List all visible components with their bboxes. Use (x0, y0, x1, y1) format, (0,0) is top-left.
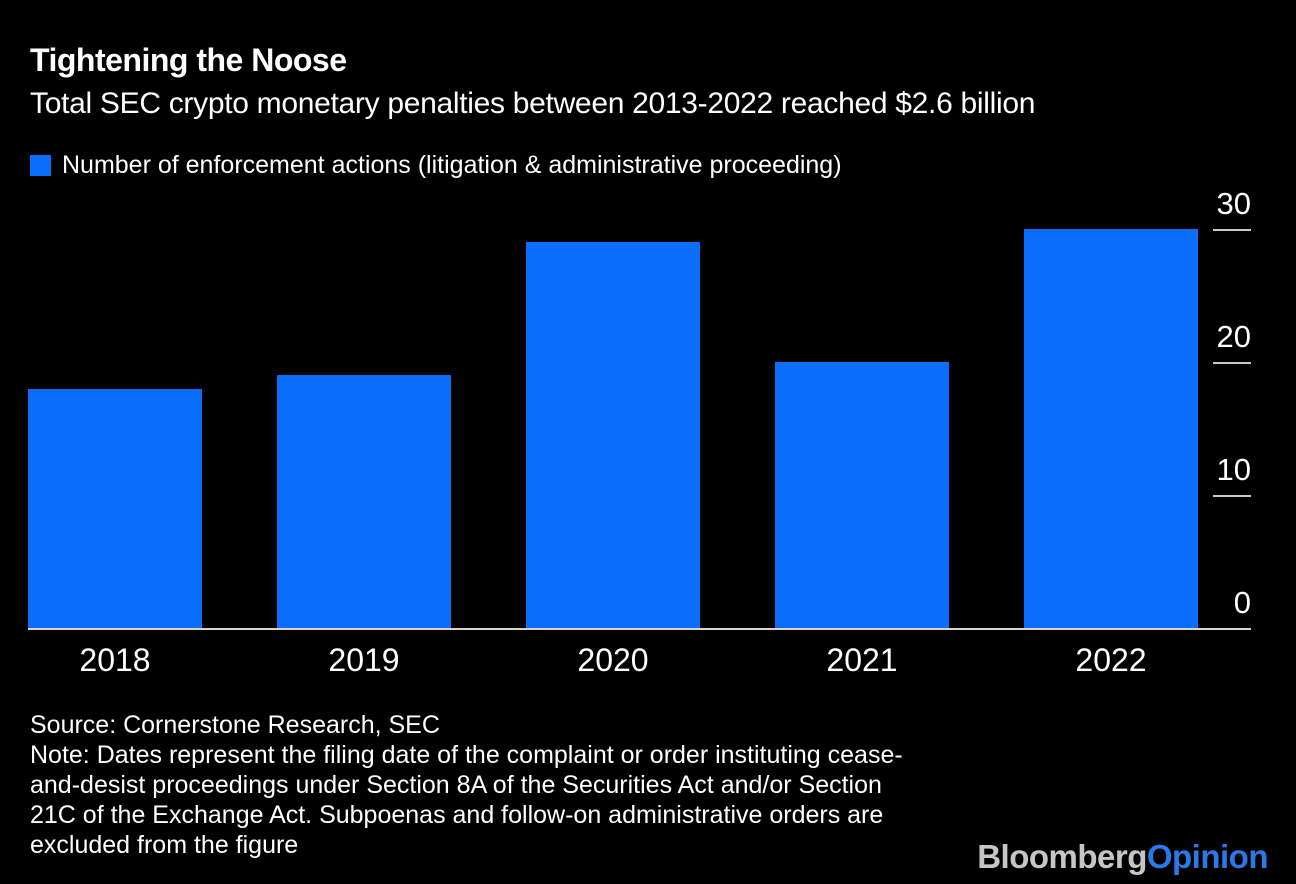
opinion-wordmark: Opinion (1146, 838, 1269, 875)
methodology-note: Note: Dates represent the filing date of… (30, 741, 903, 859)
y-tick-label: 10 (1216, 452, 1251, 487)
bar-2020 (526, 242, 700, 628)
bar-2022 (1024, 229, 1198, 628)
y-tick-label: 30 (1216, 186, 1251, 221)
x-tick-label: 2021 (826, 642, 898, 678)
bloomberg-opinion-logo: BloombergOpinion (977, 838, 1268, 876)
y-tick-label: 20 (1216, 319, 1251, 354)
legend-label: Number of enforcement actions (litigatio… (62, 151, 842, 179)
bloomberg-wordmark: Bloomberg (977, 838, 1147, 875)
y-axis-tick (1213, 495, 1251, 497)
x-tick-label: 2022 (1075, 642, 1147, 678)
footnotes: Source: Cornerstone Research, SEC Note: … (30, 710, 1270, 860)
x-tick-label: 2020 (577, 642, 649, 678)
y-axis-tick (1213, 229, 1251, 231)
bar-2021 (775, 362, 949, 628)
chart-subtitle: Total SEC crypto monetary penalties betw… (30, 87, 1036, 120)
legend: Number of enforcement actions (litigatio… (30, 151, 842, 179)
legend-swatch-icon (30, 154, 51, 176)
chart-title: Tightening the Noose (30, 42, 347, 78)
y-tick-label: 0 (1233, 585, 1251, 620)
source-note: Source: Cornerstone Research, SEC (30, 711, 440, 739)
x-axis-line (28, 628, 1251, 630)
x-tick-label: 2018 (79, 642, 151, 678)
bar-2019 (277, 375, 451, 628)
y-axis-tick (1213, 362, 1251, 364)
x-tick-label: 2019 (328, 642, 400, 678)
bar-2018 (28, 388, 202, 628)
